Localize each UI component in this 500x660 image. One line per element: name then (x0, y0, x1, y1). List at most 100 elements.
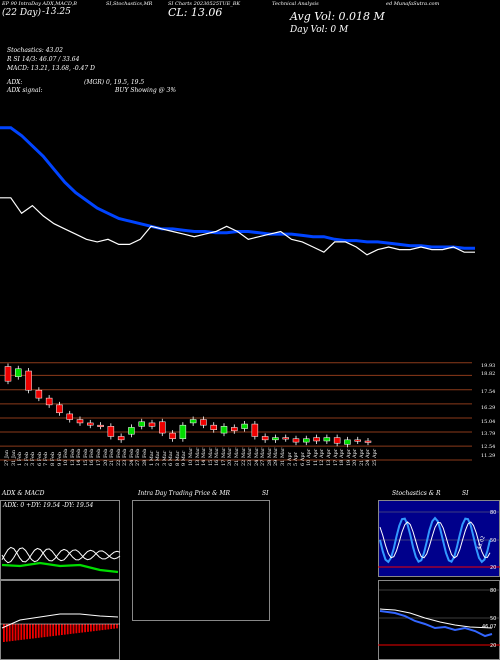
macd-bar-19 (58, 624, 60, 636)
candle-7 (76, 419, 84, 424)
header-right-b: ed MunafaSutra.com (386, 1, 440, 7)
candle-6 (66, 413, 73, 420)
candle-20 (210, 424, 217, 430)
candle-17 (179, 424, 187, 439)
price-tick-2: 17.54 (481, 389, 496, 395)
intraday-title: Intra Day Trading Price & MR (138, 490, 231, 497)
stoch-level-label-0: 80 (490, 510, 496, 516)
macd-bar-38 (113, 624, 115, 629)
macd-bar-14 (43, 624, 46, 638)
candle-10 (107, 426, 115, 437)
macd-bar-12 (37, 624, 40, 638)
macd-bar-11 (34, 624, 37, 639)
stoch-level-label-2: 20 (490, 565, 496, 571)
macd-bar-39 (116, 624, 118, 629)
macd-bar-35 (104, 624, 107, 630)
candle-28 (292, 438, 300, 443)
candle-1 (15, 368, 22, 377)
macd-bar-36 (107, 624, 110, 630)
rsi-line (379, 610, 493, 638)
topbar-values: -13.25 (42, 7, 71, 17)
price-tick-3: 16.29 (481, 405, 496, 411)
candle-14 (148, 422, 156, 427)
candle-13 (138, 421, 145, 427)
candle-5 (56, 404, 63, 414)
avg-vol: Avg Vol: 0.018 M (290, 10, 385, 23)
adx-values: (MGR) 0, 19.5, 19.5 (84, 79, 145, 86)
candle-18 (189, 419, 197, 424)
candle-2 (25, 370, 32, 391)
candle-34 (354, 439, 361, 442)
macd-bar-8 (26, 624, 28, 640)
macd-bar-5 (17, 624, 20, 641)
macd-bar-21 (63, 624, 66, 635)
macd-bar-3 (11, 624, 14, 641)
macd-readout: MACD: 13.21, 13.68, -0.47 D (7, 65, 95, 72)
macd-bar-4 (14, 624, 17, 641)
adx-plus-line (1, 547, 121, 564)
rsi-signal-line (379, 608, 493, 629)
macd-bar-22 (66, 624, 69, 635)
candle-22 (231, 427, 238, 432)
stoch-level-label-1: 50 (490, 538, 496, 544)
macd-bar-33 (98, 624, 101, 631)
rsi-panel (378, 580, 500, 660)
candle-29 (303, 438, 310, 443)
macd-bar-18 (55, 624, 57, 636)
candle-25 (261, 436, 269, 441)
macd-bar-7 (23, 624, 26, 640)
header-left-b: SI,Stochastics,MR (106, 1, 153, 7)
rsi-level-label-1: 50 (490, 616, 496, 622)
candle-8 (87, 422, 94, 426)
candle-30 (313, 437, 320, 442)
adx-signal-value: BUY Showing @ 3% (115, 87, 177, 94)
stoch-value-label: 43.02 (476, 535, 487, 551)
candle-35 (364, 440, 372, 443)
candle-19 (200, 419, 207, 426)
price-tick-4: 15.04 (481, 419, 496, 425)
candle-9 (97, 424, 104, 427)
macd-bar-16 (49, 624, 52, 637)
header-right: Technical Analysis (272, 1, 319, 7)
header-left: EP 90 IntraDay ADX,MACD,B (2, 1, 77, 7)
macd-bar-6 (20, 624, 23, 640)
price-tick-6: 12.54 (481, 444, 496, 450)
macd-bar-30 (90, 624, 92, 632)
macd-bar-26 (78, 624, 81, 633)
candle-31 (323, 437, 331, 442)
header-mid: SI Charts 20230525TUE_BK (168, 1, 241, 7)
candle-27 (282, 437, 289, 440)
macd-bar-23 (69, 624, 72, 634)
macd-bar-2 (8, 624, 11, 642)
macd-bar-9 (29, 624, 31, 639)
macd-bar-13 (40, 624, 43, 638)
topbar-label: (22 Day) (2, 8, 42, 18)
adx-panel-title: ADX & MACD (2, 490, 45, 497)
adx-line (1, 561, 119, 574)
candle-12 (128, 427, 135, 435)
candle-23 (241, 423, 248, 429)
macd-bar-27 (81, 624, 84, 633)
macd-bar-15 (46, 624, 49, 637)
macd-bar-34 (101, 624, 104, 631)
candle-32 (333, 437, 341, 444)
macd-bar-17 (52, 624, 55, 637)
candle-24 (251, 423, 259, 437)
macd-bar-10 (32, 624, 34, 639)
candle-33 (344, 439, 351, 445)
adx-label: ADX: (7, 79, 23, 86)
stoch-readout: Stochastics: 43.02 (7, 47, 63, 54)
price-tick-7: 11.29 (481, 453, 496, 459)
macd-bar-20 (61, 624, 63, 635)
macd-bar-31 (92, 624, 95, 632)
candle-15 (159, 421, 166, 434)
macd-line (1, 613, 119, 629)
adx-panel (0, 500, 120, 580)
macd-bar-37 (110, 624, 113, 630)
macd-bar-1 (5, 624, 8, 642)
candle-11 (117, 436, 125, 441)
candle-16 (169, 432, 176, 439)
macd-bar-28 (84, 624, 86, 633)
